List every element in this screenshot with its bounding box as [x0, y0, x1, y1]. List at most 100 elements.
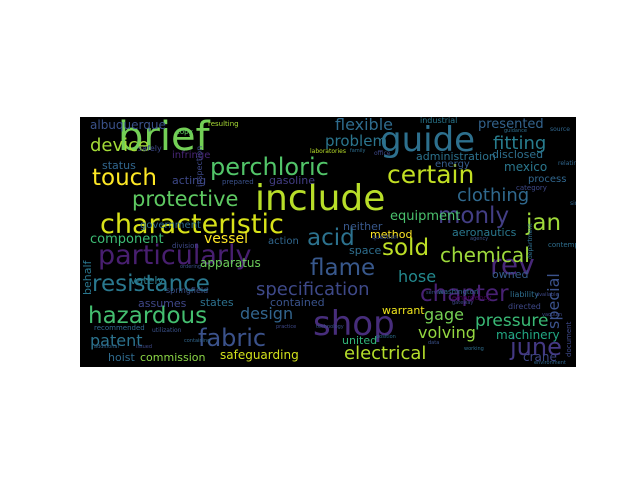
word-device: device	[90, 135, 150, 156]
word-mexico: mexico	[504, 160, 548, 174]
word-document: document	[565, 321, 573, 357]
word-safely: safely	[138, 144, 162, 153]
word-brief: brief	[118, 117, 210, 160]
word-aeronautics: aeronautics	[452, 226, 517, 239]
word-office: office	[374, 150, 391, 157]
word-volving: volving	[418, 323, 476, 342]
word-rev: rev	[490, 248, 535, 281]
word-neither: neither	[343, 220, 383, 233]
word-process: process	[528, 174, 567, 185]
word-vately: vately	[130, 274, 164, 287]
word-utilization: utilization	[152, 327, 182, 334]
word-question: question	[372, 234, 398, 241]
word-resistance: resistance	[92, 271, 210, 297]
word-hoist: hoist	[108, 351, 135, 364]
word-equipment: equipment	[390, 209, 461, 224]
word-issued: issued	[136, 344, 153, 350]
word-protective: protective	[132, 187, 239, 211]
word-include: include	[255, 178, 386, 219]
word-working: working	[464, 346, 484, 352]
word-acid: acid	[307, 225, 355, 251]
word-united: united	[342, 334, 378, 347]
word-hose: hose	[398, 267, 437, 286]
word-flame: flame	[310, 255, 376, 281]
word-data: data	[428, 340, 440, 346]
word-albuquerque: albuquerque	[90, 118, 166, 132]
word-practice: practice	[276, 324, 297, 330]
word-commission: commission	[140, 351, 206, 364]
word-directed: directed	[508, 302, 541, 311]
word-action: action	[268, 236, 299, 247]
word-springfield: springfield	[166, 286, 209, 295]
word-similar: similar	[570, 200, 576, 207]
word-safeguarding: safeguarding	[220, 348, 299, 362]
word-technology: technology	[316, 324, 344, 330]
word-relating: relating	[558, 160, 576, 167]
word-patent: patent	[90, 331, 143, 350]
word-contemplated: contemplated	[548, 241, 576, 249]
word-inspection: inspection	[195, 145, 204, 187]
word-states: states	[200, 296, 234, 309]
word-industrial: industrial	[420, 117, 458, 125]
word-electrical: electrical	[344, 343, 427, 364]
word-design: design	[240, 304, 294, 323]
word-containing: containing	[184, 338, 211, 344]
word-liability: liability	[510, 290, 539, 299]
word-certain: certain	[387, 160, 475, 189]
word-sold: sold	[382, 235, 430, 261]
word-june: june	[510, 333, 562, 361]
word-clothing: clothing	[457, 185, 530, 206]
word-infringe: infringe	[172, 150, 211, 161]
word-fitting: fitting	[493, 133, 547, 154]
word-emergency: emergency	[452, 294, 492, 302]
word-guidance: guidance	[504, 128, 527, 134]
word-presented: presented	[478, 117, 544, 132]
word-resulting: resulting	[208, 120, 239, 128]
word-warrant: warrant	[382, 304, 425, 317]
word-jan: jan	[526, 210, 562, 236]
word-washington: washington	[438, 288, 479, 296]
word-pressure: pressure	[475, 311, 549, 331]
word-problem: problem	[325, 132, 388, 150]
word-ordering: ordering	[180, 264, 202, 270]
word-gage: gage	[424, 305, 464, 324]
word-environment: environment	[534, 360, 566, 366]
word-space: space	[349, 244, 382, 257]
word-laboratories: laboratories	[310, 148, 346, 155]
word-category: category	[516, 184, 547, 192]
word-guide: guide	[380, 120, 476, 160]
word-particularly: particularly	[98, 240, 252, 271]
word-flexible: flexible	[335, 117, 393, 134]
word-chapter: chapter	[420, 281, 509, 307]
word-touch: touch	[92, 165, 157, 191]
word-behalf: behalf	[81, 260, 94, 295]
word-component: component	[90, 232, 164, 247]
word-vacuum: vacuum	[542, 312, 562, 318]
word-owned: owned	[492, 268, 529, 281]
word-department: department	[527, 223, 534, 260]
word-available: available	[536, 292, 559, 298]
word-assumes: assumes	[138, 297, 187, 310]
word-family: family	[350, 148, 366, 154]
word-specification: specification	[256, 279, 370, 300]
word-monly: monly	[438, 203, 510, 229]
word-prepared: prepared	[222, 178, 254, 186]
word-recommended: recommended	[94, 324, 145, 332]
word-characteristic: characteristic	[100, 209, 284, 240]
word-vessel: vessel	[204, 231, 248, 247]
word-gasoline: gasoline	[269, 174, 316, 187]
word-chemical: chemical	[440, 243, 530, 267]
word-fabric: fabric	[198, 324, 267, 352]
word-special: special	[544, 273, 563, 329]
word-perchloric: perchloric	[210, 153, 329, 181]
word-agency: agency	[470, 236, 489, 242]
word-method: method	[370, 228, 413, 241]
word-service: service	[426, 290, 444, 296]
word-administration: administration	[416, 150, 496, 163]
word-source: source	[550, 126, 570, 133]
word-apparatus: apparatus	[200, 256, 261, 270]
word-status: status	[102, 159, 136, 172]
word-position: position	[376, 334, 396, 340]
word-hazardous: hazardous	[88, 303, 208, 329]
word-disclosed: disclosed	[492, 148, 544, 161]
